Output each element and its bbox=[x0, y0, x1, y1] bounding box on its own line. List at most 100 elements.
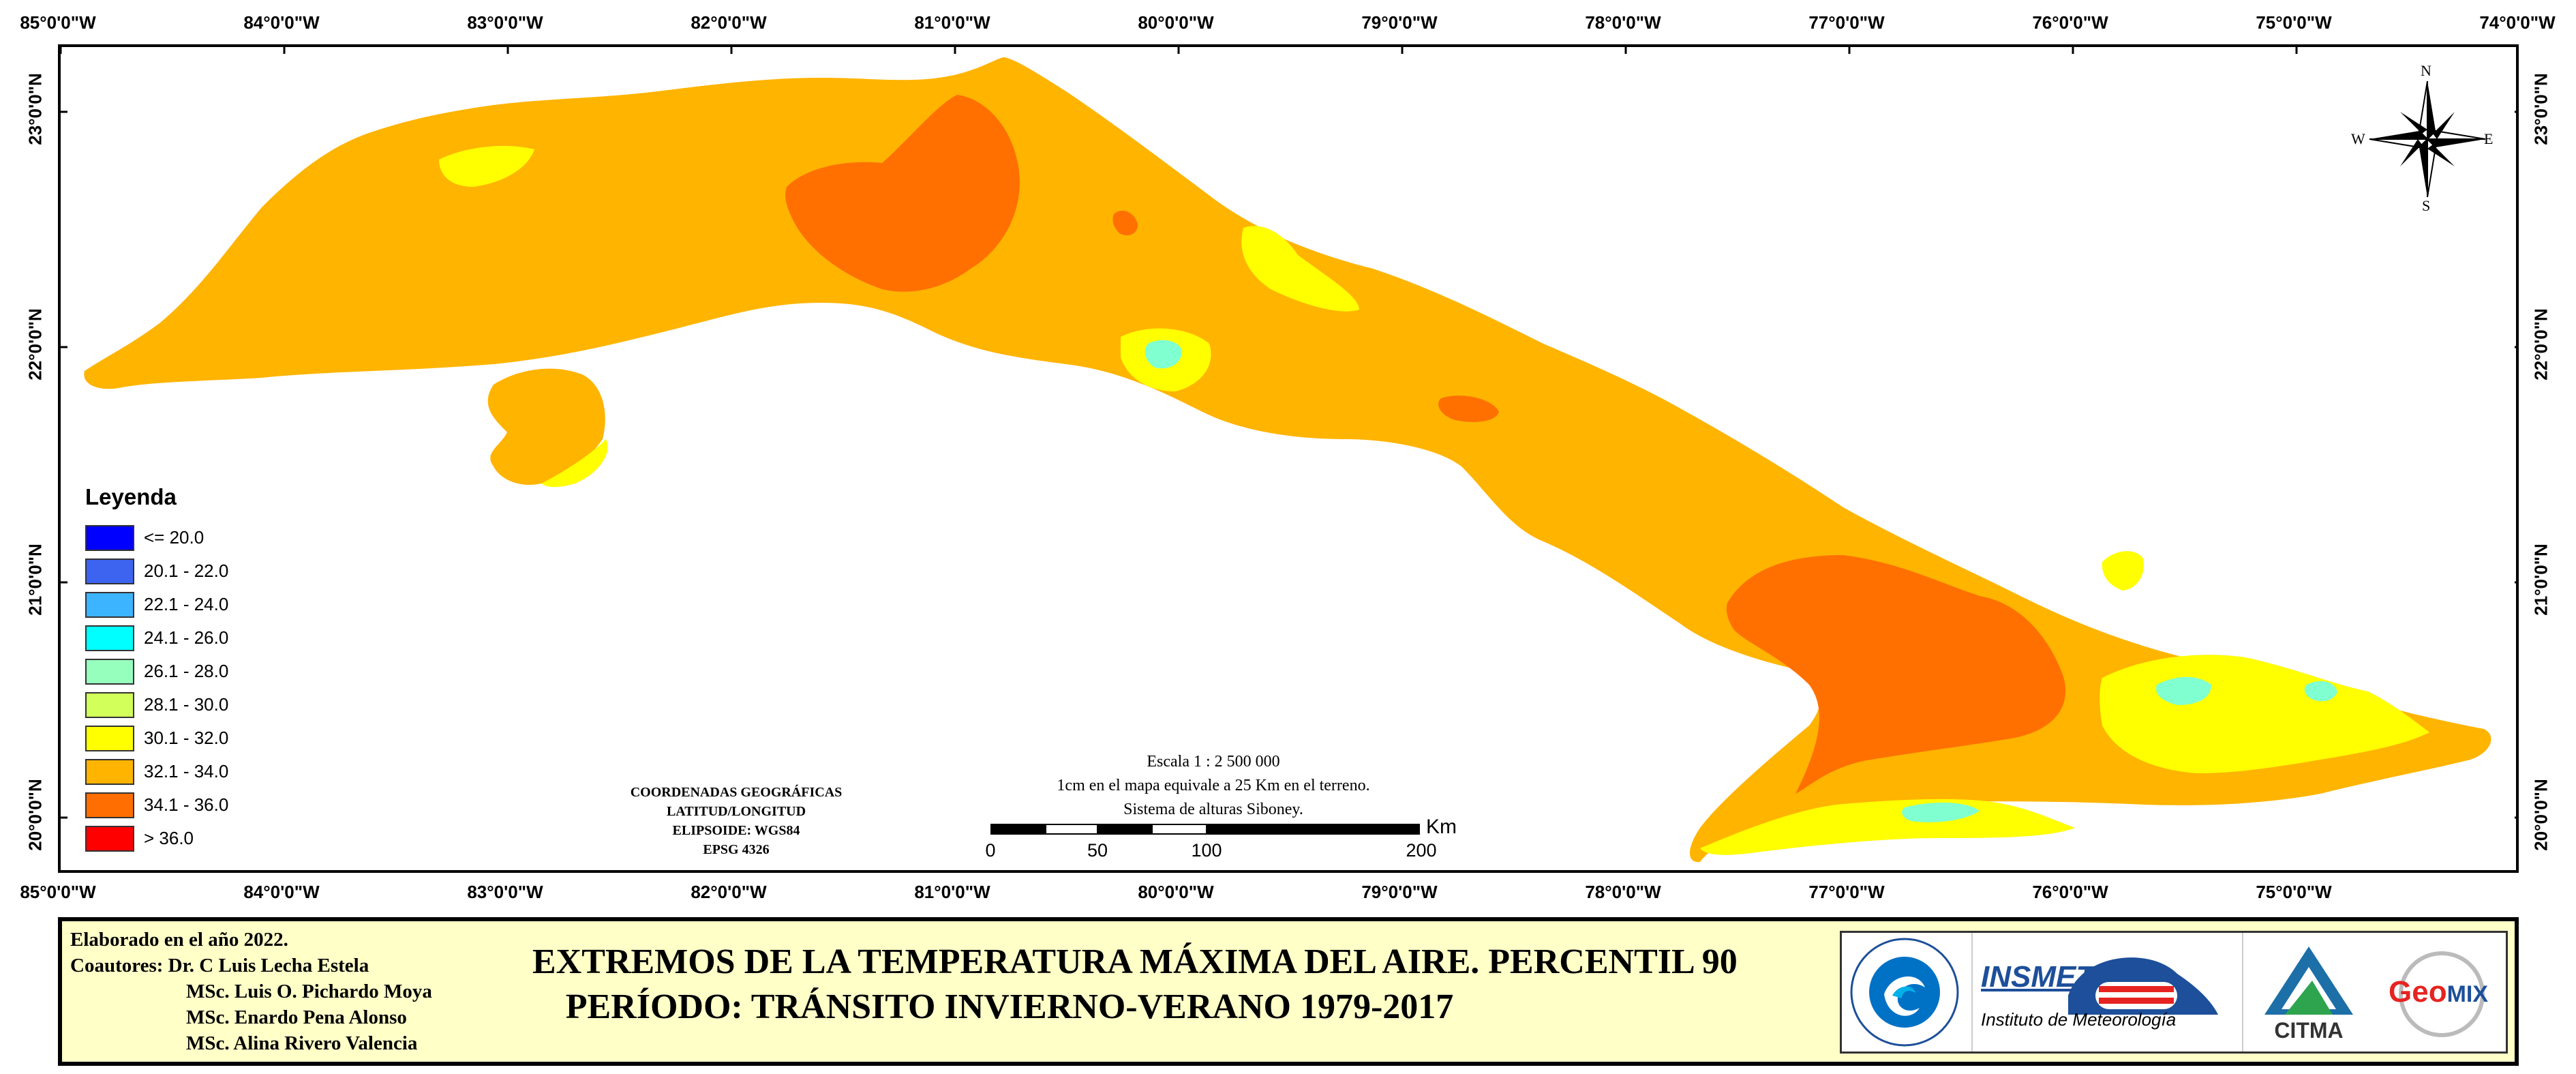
lon-tick: 84°0'0"W bbox=[243, 882, 320, 902]
lon-tick: 77°0'0"W bbox=[1808, 882, 1885, 902]
legend-item: 30.1 - 32.0 bbox=[85, 721, 228, 755]
lon-tick: 83°0'0"W bbox=[467, 12, 543, 33]
lon-tick: 83°0'0"W bbox=[467, 882, 543, 902]
lon-tick: 78°0'0"W bbox=[1585, 12, 1661, 33]
legend-label: > 36.0 bbox=[144, 828, 194, 848]
citma-name: CITMA bbox=[2274, 1018, 2344, 1043]
lat-tick: 22°0'0"N bbox=[25, 308, 46, 381]
scale-label: 50 bbox=[1087, 840, 1108, 861]
lon-tick: 82°0'0"W bbox=[691, 12, 767, 33]
scale-unit: Km bbox=[1426, 816, 1457, 838]
coordinate-note: COORDENADAS GEOGRÁFICAS LATITUD/LONGITUD… bbox=[631, 783, 843, 859]
lon-tick: 82°0'0"W bbox=[691, 882, 767, 902]
lat-tick: 23°0'0"N bbox=[25, 73, 46, 145]
scale-note: Escala 1 : 2 500 000 1cm en el mapa equi… bbox=[1057, 750, 1369, 822]
credit-author: MSc. Alina Rivero Valencia bbox=[186, 1032, 418, 1054]
scale-line: 1cm en el mapa equivale a 25 Km en el te… bbox=[1057, 777, 1370, 794]
credit-author: Coautores: Dr. C Luis Lecha Estela bbox=[70, 955, 369, 976]
legend-swatch bbox=[85, 691, 134, 718]
legend-swatch bbox=[85, 625, 134, 651]
footer-panel: Elaborado en el año 2022. Coautores: Dr.… bbox=[58, 917, 2519, 1066]
cool-zone-south bbox=[1902, 803, 1980, 822]
map-frame: N S E W bbox=[58, 44, 2519, 873]
legend-swatch bbox=[85, 725, 134, 751]
lon-tick: 79°0'0"W bbox=[1361, 882, 1438, 902]
isla-juventud-south bbox=[541, 439, 608, 488]
legend-item: <= 20.0 bbox=[85, 521, 228, 554]
hot-zone-east bbox=[1726, 555, 2066, 794]
legend-item: 24.1 - 26.0 bbox=[85, 621, 228, 655]
lon-tick: 75°0'0"W bbox=[2256, 882, 2332, 902]
scale-label: 0 bbox=[985, 840, 996, 861]
legend-label: 30.1 - 32.0 bbox=[144, 728, 229, 748]
lat-tick: 20°0'0"N bbox=[2530, 779, 2551, 851]
lon-tick: 80°0'0"W bbox=[1138, 882, 1214, 902]
scale-line: Escala 1 : 2 500 000 bbox=[1147, 753, 1280, 771]
coord-line: EPSG 4326 bbox=[703, 842, 770, 857]
legend-item: > 36.0 bbox=[85, 822, 228, 855]
warm-zone-3 bbox=[439, 146, 534, 187]
legend-swatch bbox=[85, 758, 134, 785]
lon-tick: 76°0'0"W bbox=[2032, 12, 2108, 33]
legend-swatch bbox=[85, 524, 134, 551]
lon-tick: 76°0'0"W bbox=[2032, 882, 2108, 902]
legend-label: 24.1 - 26.0 bbox=[144, 627, 229, 648]
legend: Leyenda <= 20.0 20.1 - 22.0 22.1 - 24.0 24.… bbox=[85, 484, 228, 855]
legend-item: 32.1 - 34.0 bbox=[85, 755, 228, 788]
lon-tick: 74°0'0"W bbox=[2479, 12, 2556, 33]
legend-label: 20.1 - 22.0 bbox=[144, 561, 229, 581]
lon-tick: 81°0'0"W bbox=[914, 882, 990, 902]
citma-emblem bbox=[2264, 946, 2353, 1015]
lon-tick: 84°0'0"W bbox=[243, 12, 320, 33]
legend-label: 28.1 - 30.0 bbox=[144, 694, 229, 715]
lon-tick: 78°0'0"W bbox=[1585, 882, 1661, 902]
map-title: EXTREMOS DE LA TEMPERATURA MÁXIMA DEL AI… bbox=[532, 942, 1738, 981]
scale-line: Sistema de alturas Siboney. bbox=[1123, 801, 1303, 818]
legend-label: <= 20.0 bbox=[144, 527, 204, 548]
coord-line: COORDENADAS GEOGRÁFICAS bbox=[630, 785, 843, 800]
lon-tick: 85°0'0"W bbox=[20, 12, 96, 33]
credit-year: Elaborado en el año 2022. bbox=[70, 929, 288, 951]
credit-author: MSc. Enardo Pena Alonso bbox=[186, 1006, 407, 1028]
warm-zone-1 bbox=[1241, 226, 1359, 312]
legend-label: 22.1 - 24.0 bbox=[144, 594, 229, 614]
legend-item: 20.1 - 22.0 bbox=[85, 554, 228, 588]
compass-n: N bbox=[2421, 62, 2431, 79]
hot-zone-west bbox=[785, 95, 1020, 292]
credit-author: MSc. Luis O. Pichardo Moya bbox=[186, 981, 432, 1002]
lon-tick: 80°0'0"W bbox=[1138, 12, 1214, 33]
legend-item: 34.1 - 36.0 bbox=[85, 788, 228, 822]
lat-tick: 21°0'0"N bbox=[25, 543, 46, 616]
insmet-subtitle: Instituto de Meteorología bbox=[1981, 1009, 2177, 1030]
geomix-emblem bbox=[2399, 951, 2485, 1037]
legend-label: 34.1 - 36.0 bbox=[144, 794, 229, 815]
cool-zone-1 bbox=[1145, 340, 1182, 369]
scale-label: 200 bbox=[1406, 840, 1437, 861]
lat-tick: 20°0'0"N bbox=[25, 779, 46, 851]
insmet-logo: INSMET Instituto de Meteorología bbox=[1971, 933, 2243, 1051]
citma-logo: CITMA bbox=[2251, 933, 2367, 1051]
geomix-mix: MIX bbox=[2446, 981, 2489, 1007]
geomix-geo: Geo bbox=[2389, 975, 2447, 1009]
compass-e: E bbox=[2484, 130, 2494, 147]
hot-zone-small-2 bbox=[1438, 396, 1499, 422]
lon-tick: 85°0'0"W bbox=[20, 882, 96, 902]
legend-swatch bbox=[85, 792, 134, 818]
meteorological-service-seal bbox=[1850, 938, 1959, 1047]
lon-tick: 75°0'0"W bbox=[2256, 12, 2332, 33]
legend-swatch bbox=[85, 558, 134, 584]
legend-title: Leyenda bbox=[85, 484, 177, 509]
hot-zone-small-1 bbox=[1112, 211, 1138, 236]
logo-strip: INSMET Instituto de Meteorología CITMA G… bbox=[1840, 931, 2508, 1054]
insmet-emblem bbox=[2068, 957, 2218, 1015]
coord-line: ELIPSOIDE: WGS84 bbox=[672, 823, 800, 838]
geomix-name: GeoMIX bbox=[2389, 975, 2488, 1009]
legend-item: 26.1 - 28.0 bbox=[85, 655, 228, 688]
scale-bar bbox=[990, 824, 1420, 835]
legend-swatch bbox=[85, 825, 134, 852]
compass-w: W bbox=[2351, 130, 2365, 147]
warm-zone-south-coast bbox=[1700, 799, 2075, 855]
compass-s: S bbox=[2422, 197, 2431, 214]
isla-juventud bbox=[487, 368, 605, 486]
lat-tick: 22°0'0"N bbox=[2530, 308, 2551, 381]
